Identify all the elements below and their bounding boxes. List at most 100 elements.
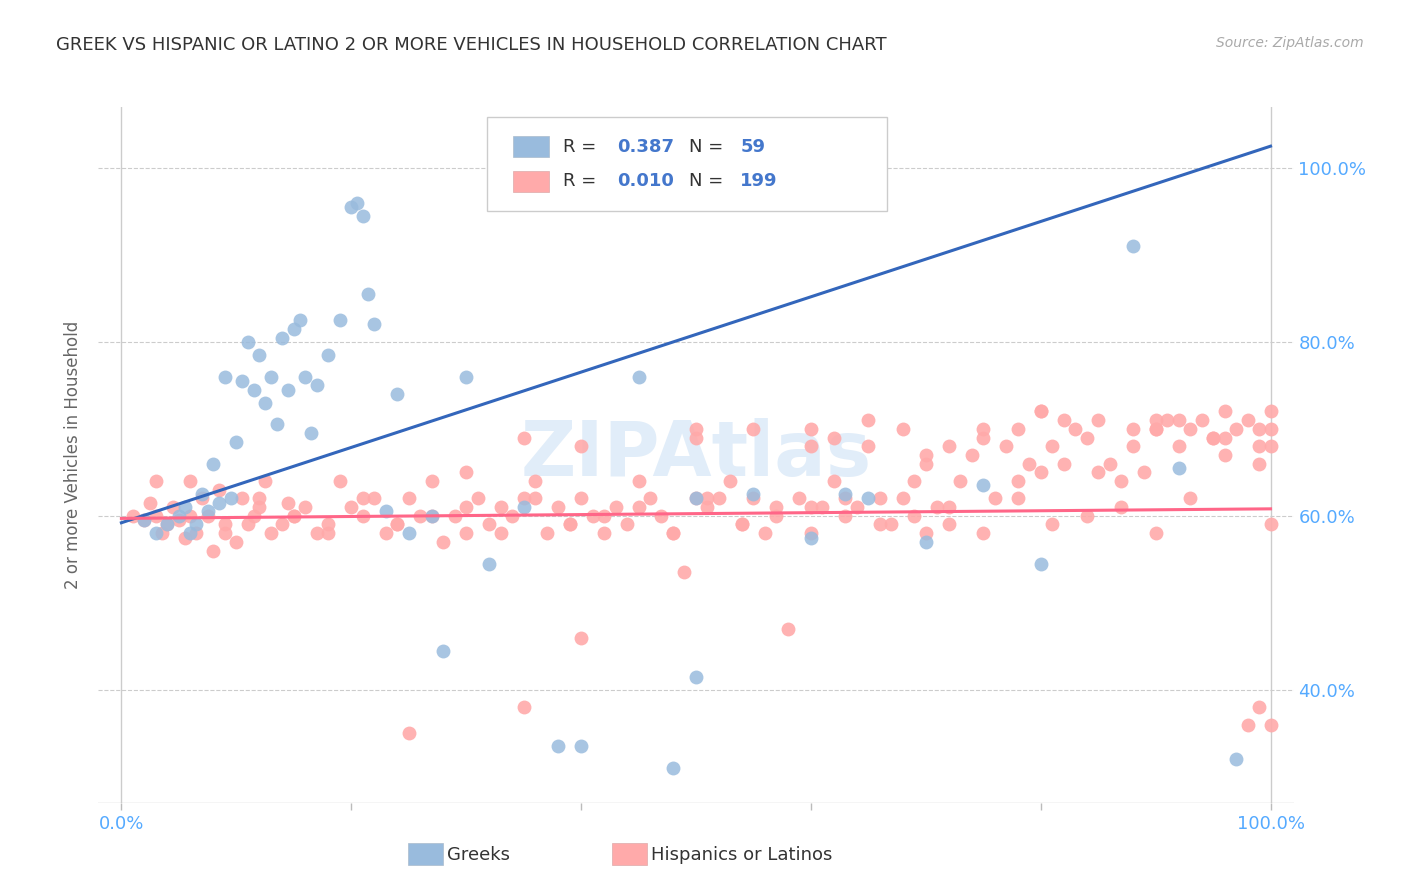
Point	[242, 383, 264, 397]
Point	[283, 322, 305, 336]
Point	[536, 526, 558, 541]
Point	[512, 491, 534, 506]
Point	[247, 500, 270, 514]
Point	[145, 526, 167, 541]
Point	[398, 726, 420, 740]
Point	[352, 491, 374, 506]
Point	[1191, 413, 1213, 427]
Point	[1007, 491, 1029, 506]
Point	[294, 369, 316, 384]
Point	[938, 517, 960, 532]
Point	[1144, 422, 1167, 436]
Point	[858, 413, 880, 427]
Point	[214, 526, 236, 541]
Point	[1156, 413, 1178, 427]
Point	[1087, 413, 1109, 427]
Point	[420, 474, 443, 488]
Point	[420, 508, 443, 523]
Point	[685, 670, 707, 684]
Point	[179, 508, 201, 523]
Point	[880, 517, 903, 532]
Point	[662, 761, 685, 775]
Point	[662, 526, 685, 541]
Point	[184, 526, 207, 541]
Point	[208, 496, 231, 510]
Point	[1247, 457, 1270, 471]
Point	[754, 526, 776, 541]
Point	[800, 531, 823, 545]
Point	[1018, 457, 1040, 471]
Point	[254, 396, 277, 410]
Point	[1133, 466, 1156, 480]
Point	[456, 466, 478, 480]
Point	[208, 483, 231, 497]
Point	[1029, 466, 1052, 480]
Point	[305, 526, 328, 541]
Point	[329, 313, 352, 327]
Point	[277, 496, 299, 510]
Point	[374, 526, 396, 541]
Point	[1178, 422, 1201, 436]
Point	[662, 526, 685, 541]
Point	[972, 431, 994, 445]
Text: N =: N =	[689, 137, 728, 156]
Point	[834, 487, 856, 501]
Point	[139, 496, 162, 510]
Point	[197, 508, 219, 523]
Point	[260, 369, 283, 384]
Point	[1247, 700, 1270, 714]
Point	[145, 474, 167, 488]
Point	[1064, 422, 1087, 436]
Point	[914, 448, 936, 462]
Point	[489, 500, 512, 514]
Point	[707, 491, 730, 506]
Point	[385, 517, 409, 532]
Point	[1007, 422, 1029, 436]
Text: R =: R =	[564, 172, 602, 191]
Point	[1053, 457, 1076, 471]
Point	[214, 369, 236, 384]
Point	[467, 491, 489, 506]
Point	[299, 426, 322, 441]
Point	[765, 500, 787, 514]
Point	[1178, 491, 1201, 506]
Text: ZIPAtlas: ZIPAtlas	[520, 418, 872, 491]
Point	[432, 643, 454, 657]
Point	[903, 508, 925, 523]
Point	[456, 369, 478, 384]
Point	[478, 517, 501, 532]
Point	[489, 526, 512, 541]
Point	[765, 508, 787, 523]
Point	[1260, 404, 1282, 418]
Point	[605, 500, 627, 514]
Point	[776, 622, 799, 636]
Point	[891, 422, 914, 436]
Point	[1202, 431, 1225, 445]
Point	[398, 491, 420, 506]
Point	[288, 313, 311, 327]
Point	[869, 491, 891, 506]
Point	[236, 334, 259, 349]
Point	[202, 457, 225, 471]
Point	[720, 474, 742, 488]
Point	[800, 500, 823, 514]
Point	[385, 517, 409, 532]
Point	[1202, 431, 1225, 445]
Point	[1122, 239, 1144, 253]
Point	[696, 500, 718, 514]
Point	[811, 500, 834, 514]
Point	[1098, 457, 1121, 471]
Point	[673, 566, 696, 580]
Point	[1225, 752, 1247, 766]
Point	[581, 508, 603, 523]
Point	[972, 526, 994, 541]
Point	[346, 195, 368, 210]
Text: 0.010: 0.010	[617, 172, 673, 191]
Point	[409, 508, 432, 523]
Point	[823, 474, 845, 488]
Point	[1236, 717, 1258, 731]
Point	[277, 383, 299, 397]
Point	[569, 631, 592, 645]
Point	[823, 431, 845, 445]
Point	[443, 508, 465, 523]
